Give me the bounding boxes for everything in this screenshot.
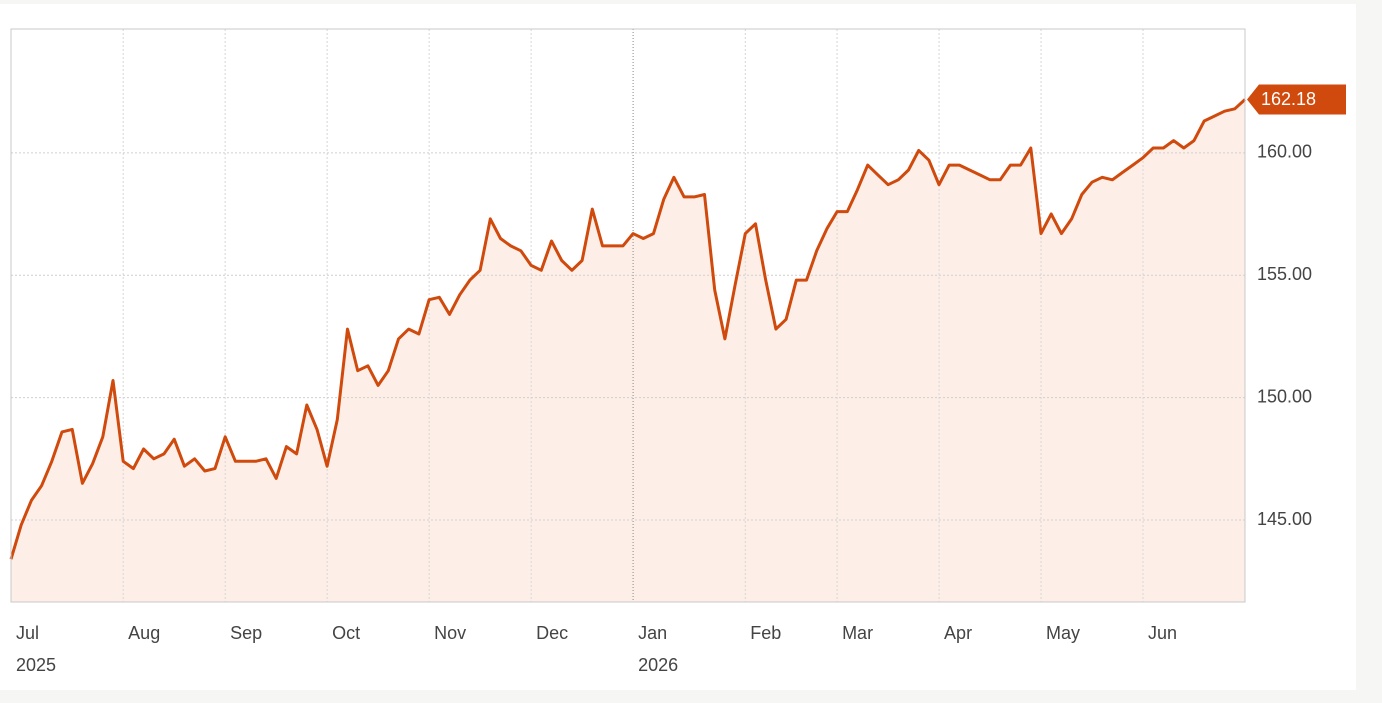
y-tick-label: 145.00 <box>1257 509 1312 529</box>
x-tick-label: Jun <box>1148 623 1177 643</box>
last-value-label: 162.18 <box>1261 89 1316 109</box>
x-tick-label: Aug <box>128 623 160 643</box>
x-tick-label: Apr <box>944 623 972 643</box>
x-tick-label: Oct <box>332 623 360 643</box>
last-value-flag <box>1247 84 1346 115</box>
y-tick-label: 160.00 <box>1257 142 1312 162</box>
plot-frame <box>10 28 1246 603</box>
y-tick-label: 150.00 <box>1257 386 1312 406</box>
x-tick-label: Jul <box>16 623 39 643</box>
x-tick-label: Sep <box>230 623 262 643</box>
x-tick-label: Nov <box>434 623 466 643</box>
y-tick-label: 155.00 <box>1257 264 1312 284</box>
year-label: 2026 <box>638 655 678 675</box>
area <box>11 99 1245 602</box>
x-tick-label: Dec <box>536 623 568 643</box>
x-tick-label: May <box>1046 623 1080 643</box>
year-label: 2025 <box>16 655 56 675</box>
x-tick-label: Jan <box>638 623 667 643</box>
x-tick-label: Feb <box>750 623 781 643</box>
line <box>9 98 1247 560</box>
x-tick-label: Mar <box>842 623 873 643</box>
